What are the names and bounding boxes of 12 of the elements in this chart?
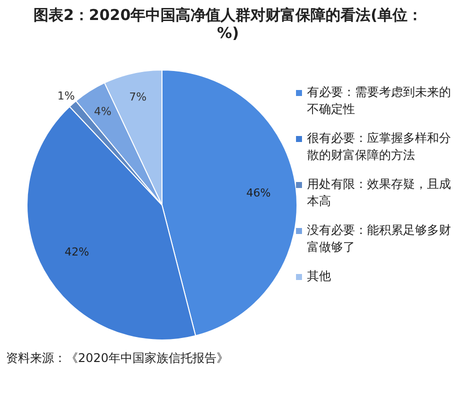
legend-label: 用处有限：效果存疑，且成本高: [307, 176, 452, 210]
legend-label: 有必要：需要考虑到未来的不确定性: [307, 84, 452, 118]
data-label: 4%: [94, 105, 112, 118]
legend-label: 很有必要：应掌握多样和分散的财富保障的方法: [307, 130, 452, 164]
legend-label: 其他: [307, 268, 331, 285]
data-label: 46%: [246, 186, 271, 200]
chart-title: 图表2：2020年中国高净值人群对财富保障的看法(单位：%): [32, 6, 424, 42]
text: 资料来源：《2020年中国家族信托报告》: [6, 350, 229, 367]
data-label: 1%: [57, 90, 75, 103]
data-label: 7%: [129, 90, 147, 104]
legend-label: 没有必要：能积累足够多财富做够了: [307, 222, 452, 256]
data-label: 42%: [64, 245, 90, 258]
